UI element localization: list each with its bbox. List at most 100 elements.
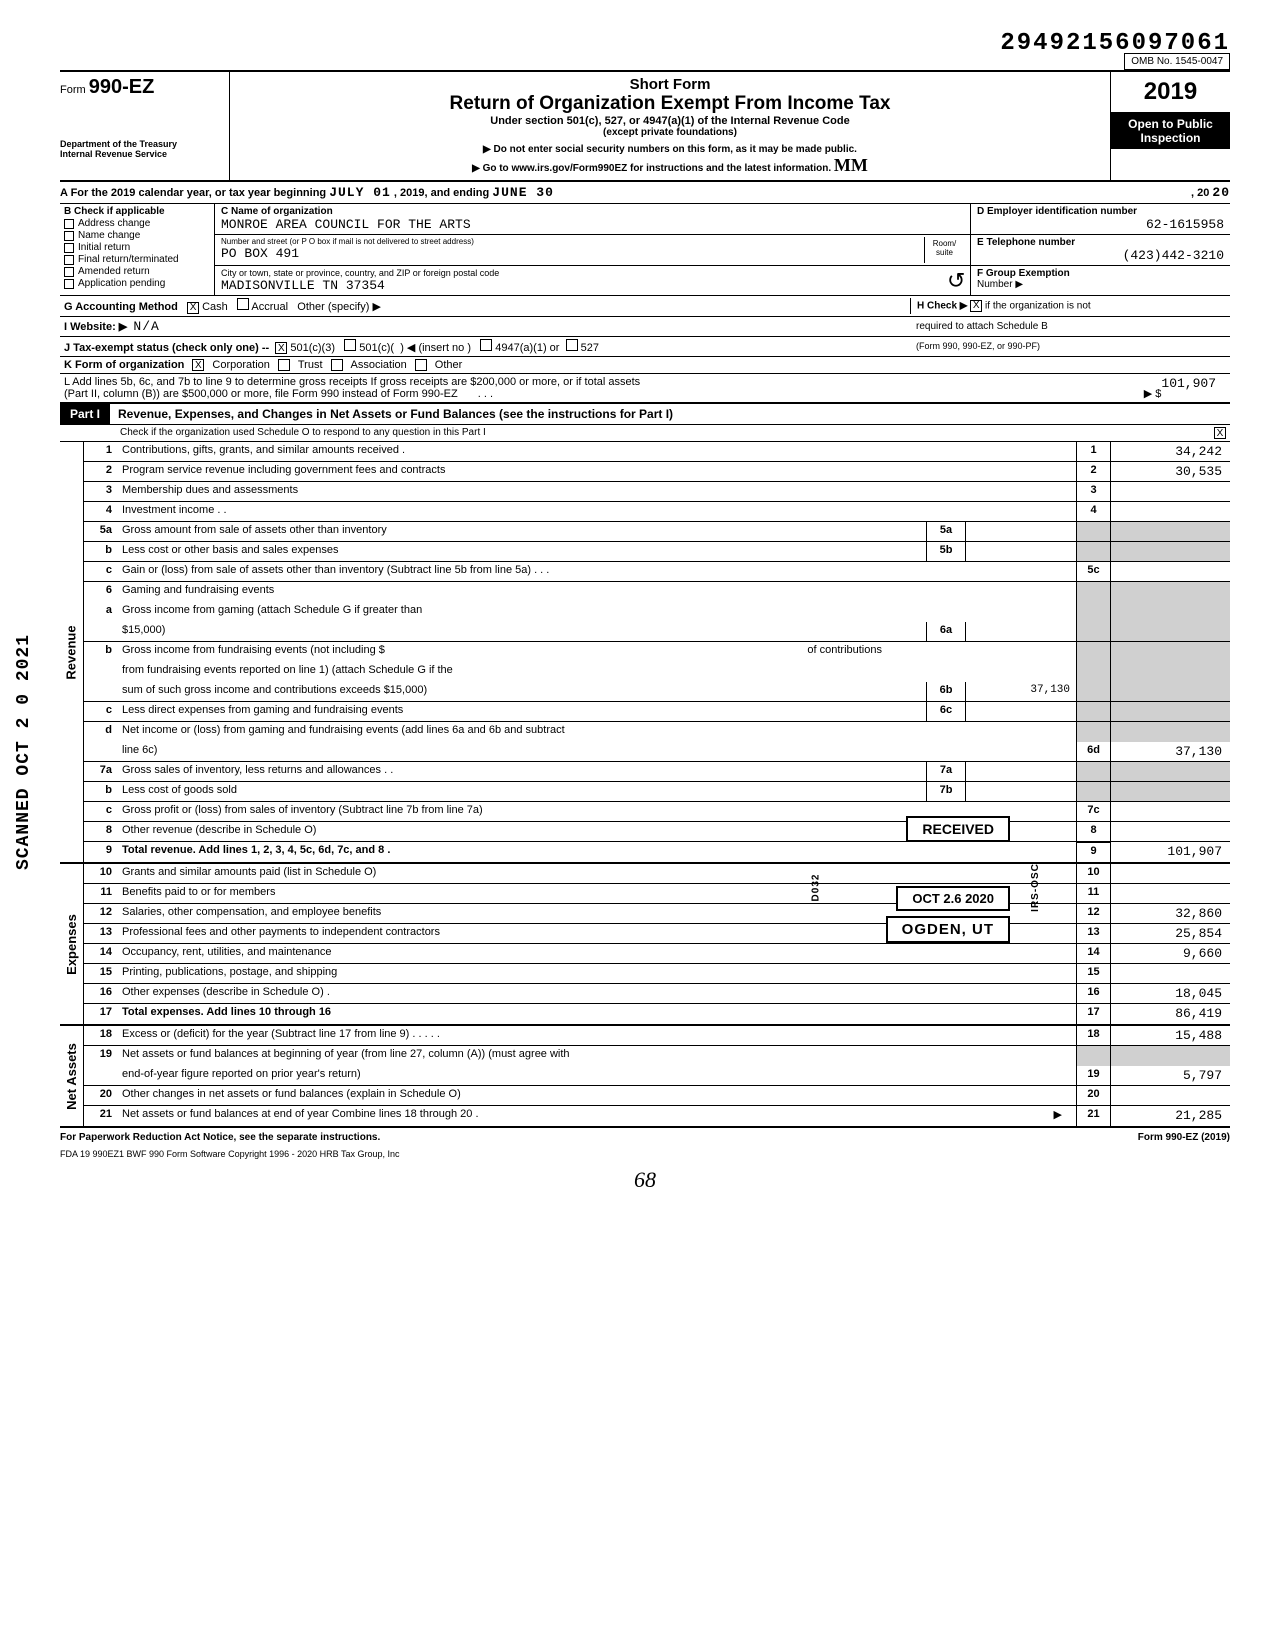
net-assets-section: Net Assets 18Excess or (deficit) for the… bbox=[60, 1026, 1230, 1128]
form-ref: Form 990-EZ (2019) bbox=[1138, 1132, 1230, 1143]
footer-row: For Paperwork Reduction Act Notice, see … bbox=[60, 1128, 1230, 1147]
line-13-val: 25,854 bbox=[1110, 924, 1230, 943]
h-line3: (Form 990, 990-EZ, or 990-PF) bbox=[910, 339, 1230, 353]
stamp-received: RECEIVED bbox=[906, 816, 1010, 842]
addr-label: Number and street (or P O box if mail is… bbox=[221, 237, 924, 246]
chk-cash[interactable]: X bbox=[187, 302, 199, 314]
form-header: Form 990-EZ Department of the Treasury I… bbox=[60, 70, 1230, 182]
chk-amended[interactable]: Amended return bbox=[64, 266, 210, 277]
chk-527[interactable] bbox=[566, 339, 578, 351]
top-id: 29492156097061 bbox=[1000, 30, 1230, 57]
line-5c-val bbox=[1110, 562, 1230, 581]
line-7b-val bbox=[966, 782, 1076, 801]
line-18-desc: Excess or (deficit) for the year (Subtra… bbox=[118, 1026, 1076, 1045]
chk-other-org[interactable] bbox=[415, 359, 427, 371]
line-5b-desc: Less cost or other basis and sales expen… bbox=[118, 542, 926, 561]
form-subtitle: Under section 501(c), 527, or 4947(a)(1)… bbox=[238, 115, 1102, 127]
line-5a-desc: Gross amount from sale of assets other t… bbox=[118, 522, 926, 541]
line-17-val: 86,419 bbox=[1110, 1004, 1230, 1024]
line-19-desc2: end-of-year figure reported on prior yea… bbox=[118, 1066, 1076, 1085]
line-2-val: 30,535 bbox=[1110, 462, 1230, 481]
top-id-row: 29492156097061 bbox=[60, 30, 1230, 57]
line-4-desc: Investment income . . bbox=[118, 502, 1076, 521]
line-6b-desc4: sum of such gross income and contributio… bbox=[118, 682, 926, 701]
line-21-val: 21,285 bbox=[1110, 1106, 1230, 1126]
line-14-desc: Occupancy, rent, utilities, and maintena… bbox=[118, 944, 1076, 963]
chk-4947[interactable] bbox=[480, 339, 492, 351]
form-label: Form bbox=[60, 84, 86, 96]
chk-address-change[interactable]: Address change bbox=[64, 218, 210, 229]
scanned-stamp: SCANNED OCT 2 0 2021 bbox=[14, 634, 34, 870]
line-12-val: 32,860 bbox=[1110, 904, 1230, 923]
part-1-header: Part I Revenue, Expenses, and Changes in… bbox=[60, 404, 1230, 425]
chk-initial-return[interactable]: Initial return bbox=[64, 242, 210, 253]
line-20-val bbox=[1110, 1086, 1230, 1105]
line-19-desc: Net assets or fund balances at beginning… bbox=[118, 1046, 1076, 1066]
form-note2: ▶ Go to www.irs.gov/Form990EZ for instru… bbox=[238, 155, 1102, 176]
chk-name-change[interactable]: Name change bbox=[64, 230, 210, 241]
chk-association[interactable] bbox=[331, 359, 343, 371]
chk-501c3[interactable]: X bbox=[275, 342, 287, 354]
f-number-label: Number ▶ bbox=[977, 279, 1224, 290]
chk-501c[interactable] bbox=[344, 339, 356, 351]
chk-corporation[interactable]: X bbox=[192, 359, 204, 371]
short-form-label: Short Form bbox=[238, 76, 1102, 93]
line-1-desc: Contributions, gifts, grants, and simila… bbox=[118, 442, 1076, 461]
d-label: D Employer identification number bbox=[977, 206, 1224, 217]
stamp-irs-osc: IRS-OSC bbox=[1030, 863, 1041, 912]
expenses-label: Expenses bbox=[64, 914, 79, 975]
form-number: 990-EZ bbox=[89, 76, 155, 98]
expenses-section: Expenses 10Grants and similar amounts pa… bbox=[60, 864, 1230, 1026]
h-line2: required to attach Schedule B bbox=[910, 319, 1230, 334]
part-1-tab: Part I bbox=[60, 404, 110, 424]
row-j: J Tax-exempt status (check only one) -- … bbox=[60, 337, 1230, 358]
row-l: L Add lines 5b, 6c, and 7b to line 9 to … bbox=[60, 374, 1230, 404]
e-label: E Telephone number bbox=[977, 237, 1224, 248]
part-1-title: Revenue, Expenses, and Changes in Net As… bbox=[110, 407, 673, 421]
row-i: I Website: ▶ N/A required to attach Sche… bbox=[60, 317, 1230, 337]
stamp-date: OCT 2.6 2020 bbox=[896, 886, 1010, 911]
line-7a-val bbox=[966, 762, 1076, 781]
line-1-val: 34,242 bbox=[1110, 442, 1230, 461]
line-6a-desc: Gross income from gaming (attach Schedul… bbox=[118, 602, 926, 622]
line-11-val bbox=[1110, 884, 1230, 903]
chk-schedule-o[interactable]: X bbox=[1214, 427, 1226, 439]
line-7a-desc: Gross sales of inventory, less returns a… bbox=[118, 762, 926, 781]
chk-trust[interactable] bbox=[278, 359, 290, 371]
handwritten-68: 68 bbox=[60, 1167, 1230, 1193]
line-7c-val bbox=[1110, 802, 1230, 821]
paperwork-notice: For Paperwork Reduction Act Notice, see … bbox=[60, 1132, 380, 1143]
line-19-val: 5,797 bbox=[1110, 1066, 1230, 1085]
line-4-val bbox=[1110, 502, 1230, 521]
revenue-label: Revenue bbox=[64, 625, 79, 679]
line-10-desc: Grants and similar amounts paid (list in… bbox=[118, 864, 1076, 883]
line-6a-val bbox=[966, 622, 1076, 641]
line-8-val bbox=[1110, 822, 1230, 841]
period-end: JUNE 30 bbox=[492, 185, 554, 200]
line-6b-desc3: from fundraising events reported on line… bbox=[118, 662, 926, 682]
telephone: (423)442-3210 bbox=[977, 248, 1224, 263]
line-21-desc: Net assets or fund balances at end of ye… bbox=[118, 1106, 1076, 1126]
tax-year: 2019 bbox=[1111, 72, 1230, 113]
line-3-desc: Membership dues and assessments bbox=[118, 482, 1076, 501]
c-label: C Name of organization bbox=[221, 206, 964, 217]
part-1-sub: Check if the organization used Schedule … bbox=[60, 425, 1230, 442]
revenue-section: Revenue 1Contributions, gifts, grants, a… bbox=[60, 442, 1230, 864]
chk-h[interactable]: X bbox=[970, 300, 982, 312]
line-6d-desc: Net income or (loss) from gaming and fun… bbox=[118, 722, 1076, 742]
chk-application-pending[interactable]: Application pending bbox=[64, 278, 210, 289]
line-7b-desc: Less cost of goods sold bbox=[118, 782, 926, 801]
line-3-val bbox=[1110, 482, 1230, 501]
line-6b-val: 37,130 bbox=[966, 682, 1076, 701]
block-b-through-f: B Check if applicable Address change Nam… bbox=[60, 204, 1230, 296]
line-9-desc: Total revenue. Add lines 1, 2, 3, 4, 5c,… bbox=[118, 842, 1076, 862]
room-suite-label: Room/suite bbox=[924, 237, 964, 263]
row-g-h: G Accounting Method X Cash Accrual Other… bbox=[60, 296, 1230, 317]
initials-mark-2: ↺ bbox=[947, 268, 965, 294]
chk-accrual[interactable] bbox=[237, 298, 249, 310]
line-6-desc: Gaming and fundraising events bbox=[118, 582, 1076, 602]
line-2-desc: Program service revenue including govern… bbox=[118, 462, 1076, 481]
line-16-desc: Other expenses (describe in Schedule O) … bbox=[118, 984, 1076, 1003]
line-6b-desc: Gross income from fundraising events (no… bbox=[118, 642, 926, 662]
chk-final-return[interactable]: Final return/terminated bbox=[64, 254, 210, 265]
